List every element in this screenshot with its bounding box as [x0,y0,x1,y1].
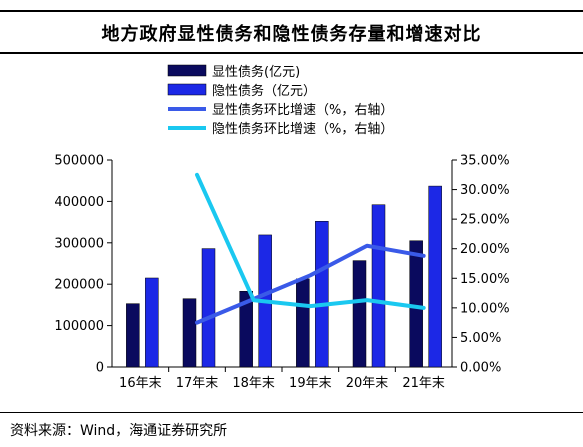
right-tick-label: 10.00% [460,301,510,316]
bar-explicit-debt [409,240,423,368]
source-note: 资料来源：Wind，海通证券研究所 [10,423,228,439]
bar-implicit-debt [145,277,159,368]
bar-implicit-debt [428,185,442,368]
right-tick-label: 5.00% [460,331,501,346]
right-tick-label: 0.00% [460,361,501,376]
left-tick-label: 0 [96,361,104,376]
x-tick-label: 19年末 [289,376,332,391]
legend-label: 隐性债务（亿元） [212,83,316,99]
line-implicit-growth [195,172,426,310]
right-tick-label: 25.00% [460,213,510,228]
bar-explicit-debt [182,298,197,368]
bar-implicit-debt [201,248,216,368]
source-rule [0,412,583,413]
bar-explicit-debt [126,303,140,368]
legend-swatch [167,83,207,96]
left-tick-label: 300000 [54,236,104,251]
bar-implicit-debt [371,204,386,368]
left-tick-label: 100000 [54,319,104,334]
chart-title: 地方政府显性债务和隐性债务存量和增速对比 [101,24,482,45]
legend-swatch [167,64,207,77]
bar-implicit-debt [315,221,329,368]
right-tick-label: 35.00% [460,154,510,169]
right-tick-label: 30.00% [460,183,510,198]
bar-explicit-debt [296,278,310,368]
legend-label: 隐性债务环比增速（%，右轴） [212,121,393,137]
legend-label: 显性债务环比增速（%，右轴） [212,102,393,118]
x-tick-label: 17年末 [176,376,219,391]
left-tick-label: 400000 [54,195,104,210]
left-tick-label: 500000 [54,154,104,169]
title-bottom-rule [0,52,583,54]
x-tick-label: 20年末 [346,376,389,391]
right-tick-label: 15.00% [460,272,510,287]
legend-label: 显性债务(亿元) [212,64,300,80]
x-tick-label: 18年末 [232,376,275,391]
bar-explicit-debt [352,260,367,368]
x-tick-label: 21年末 [402,376,445,391]
left-tick-label: 200000 [54,278,104,293]
title-top-rule [0,10,583,12]
right-tick-label: 20.00% [460,242,510,257]
x-tick-label: 16年末 [119,376,162,391]
bar-explicit-debt [239,290,253,368]
line-explicit-growth [195,243,426,325]
